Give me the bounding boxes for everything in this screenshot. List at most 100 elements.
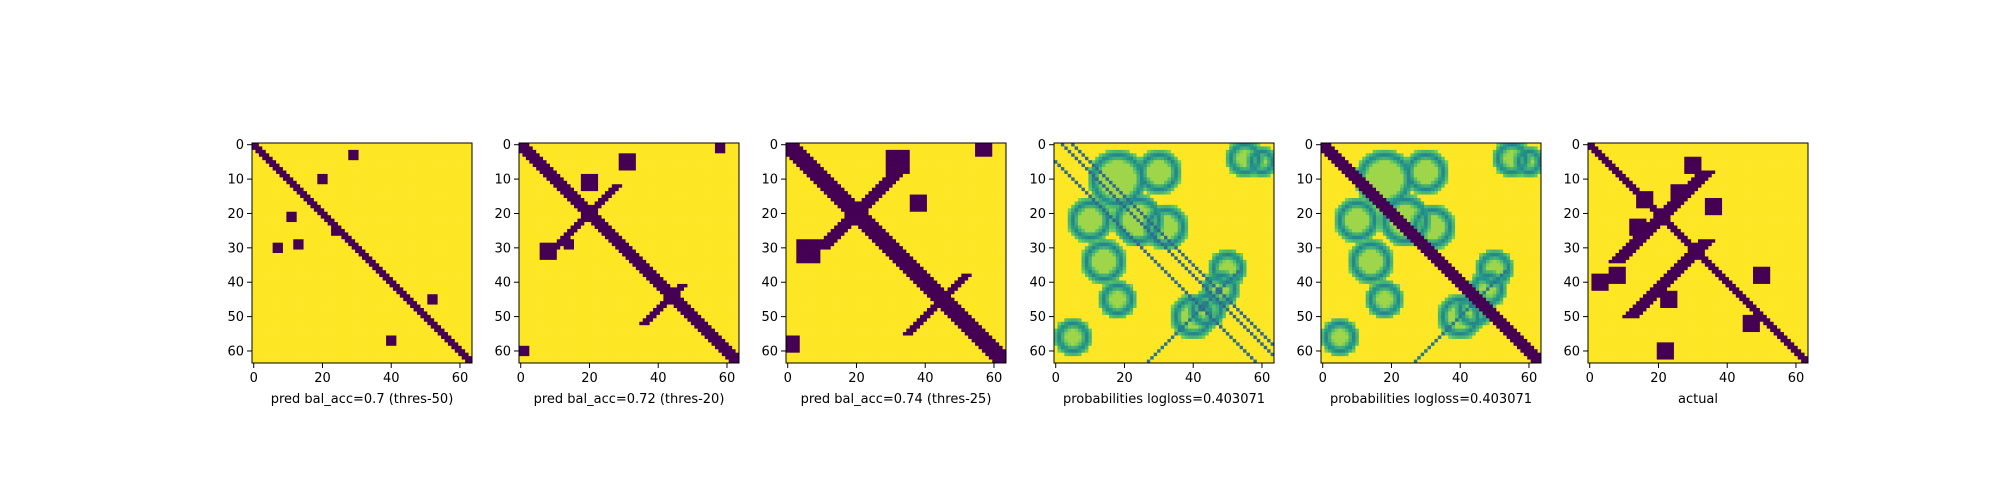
heatmap-cell xyxy=(427,239,431,243)
heatmap-cell xyxy=(321,246,325,250)
heatmap-cell xyxy=(290,281,294,285)
heatmap-cell xyxy=(403,274,407,278)
heatmap-cell xyxy=(660,188,664,192)
heatmap-cell xyxy=(255,339,259,343)
heatmap-cell xyxy=(314,239,318,243)
heatmap-cell xyxy=(379,195,383,199)
heatmap-cell xyxy=(417,171,421,175)
heatmap-cell xyxy=(410,287,414,291)
heatmap-cell xyxy=(369,349,373,353)
heatmap-cell xyxy=(434,160,438,164)
heatmap-cell xyxy=(317,215,321,219)
heatmap-cell xyxy=(441,339,445,343)
heatmap-cell xyxy=(396,267,400,271)
heatmap-cell xyxy=(362,336,366,340)
heatmap-cell xyxy=(414,263,418,267)
heatmap-cell xyxy=(427,322,431,326)
heatmap-cell xyxy=(407,153,411,157)
heatmap-cell xyxy=(300,205,304,209)
heatmap-cell xyxy=(352,311,356,315)
heatmap-cell xyxy=(465,356,469,360)
heatmap-cell xyxy=(533,153,537,157)
heatmap-cell xyxy=(400,287,404,291)
heatmap-cell xyxy=(574,164,578,168)
heatmap-cell xyxy=(455,181,459,185)
heatmap-cell xyxy=(259,270,263,274)
heatmap-cell xyxy=(414,298,418,302)
heatmap-cell xyxy=(729,184,733,188)
heatmap-cell xyxy=(304,195,308,199)
heatmap-cell xyxy=(259,171,263,175)
heatmap-cell xyxy=(352,184,356,188)
heatmap-cell xyxy=(338,171,342,175)
heatmap-cell xyxy=(310,208,314,212)
heatmap-cell xyxy=(376,160,380,164)
heatmap-cell xyxy=(348,250,352,254)
heatmap-cell xyxy=(434,191,438,195)
heatmap-cell xyxy=(293,219,297,223)
heatmap-cell xyxy=(379,212,383,216)
heatmap-cell xyxy=(290,260,294,264)
heatmap-cell xyxy=(355,250,359,254)
heatmap-cell xyxy=(701,153,705,157)
heatmap-cell xyxy=(663,160,667,164)
heatmap-cell xyxy=(300,287,304,291)
heatmap-cell xyxy=(307,250,311,254)
heatmap-cell xyxy=(420,325,424,329)
heatmap-cell xyxy=(420,342,424,346)
heatmap-cell xyxy=(273,195,277,199)
heatmap-cell xyxy=(612,177,616,181)
heatmap-cell xyxy=(712,177,716,181)
heatmap-cell xyxy=(310,174,314,178)
heatmap-cell xyxy=(458,198,462,202)
heatmap-cell xyxy=(348,205,352,209)
heatmap-cell xyxy=(393,253,397,257)
heatmap-cell xyxy=(317,253,321,257)
heatmap-cell xyxy=(276,160,280,164)
heatmap-cell xyxy=(458,329,462,333)
heatmap-cell xyxy=(331,311,335,315)
heatmap-cell xyxy=(297,301,301,305)
heatmap-cell xyxy=(331,356,335,360)
heatmap-cell xyxy=(372,239,376,243)
heatmap-cell xyxy=(372,226,376,230)
heatmap-cell xyxy=(526,184,530,188)
heatmap-cell xyxy=(420,301,424,305)
heatmap-cell xyxy=(345,212,349,216)
heatmap-cell xyxy=(550,160,554,164)
heatmap-cell xyxy=(355,246,359,250)
heatmap-cell xyxy=(455,277,459,281)
heatmap-cell xyxy=(598,188,602,192)
heatmap-cell xyxy=(431,239,435,243)
heatmap-cell xyxy=(622,153,626,157)
heatmap-cell xyxy=(314,167,318,171)
heatmap-cell xyxy=(314,356,318,360)
heatmap-cell xyxy=(328,253,332,257)
heatmap-cell xyxy=(328,243,332,247)
heatmap-cell xyxy=(283,243,287,247)
heatmap-cell xyxy=(376,339,380,343)
heatmap-cell xyxy=(560,150,564,154)
heatmap-cell xyxy=(331,284,335,288)
heatmap-cell xyxy=(252,270,256,274)
heatmap-cell xyxy=(602,153,606,157)
heatmap-cell xyxy=(324,153,328,157)
heatmap-cell xyxy=(262,256,266,260)
heatmap-cell xyxy=(262,250,266,254)
heatmap-cell xyxy=(304,277,308,281)
heatmap-cell xyxy=(383,188,387,192)
heatmap-cell xyxy=(348,353,352,357)
heatmap-cell xyxy=(255,260,259,264)
heatmap-cell xyxy=(465,164,469,168)
heatmap-cell xyxy=(427,226,431,230)
heatmap-cell xyxy=(441,243,445,247)
heatmap-cell xyxy=(407,315,411,319)
heatmap-cell xyxy=(321,263,325,267)
heatmap-cell xyxy=(255,329,259,333)
heatmap-cell xyxy=(458,212,462,216)
heatmap-cell xyxy=(290,150,294,154)
heatmap-cell xyxy=(345,160,349,164)
heatmap-cell xyxy=(400,243,404,247)
heatmap-cell xyxy=(324,267,328,271)
heatmap-cell xyxy=(632,150,636,154)
